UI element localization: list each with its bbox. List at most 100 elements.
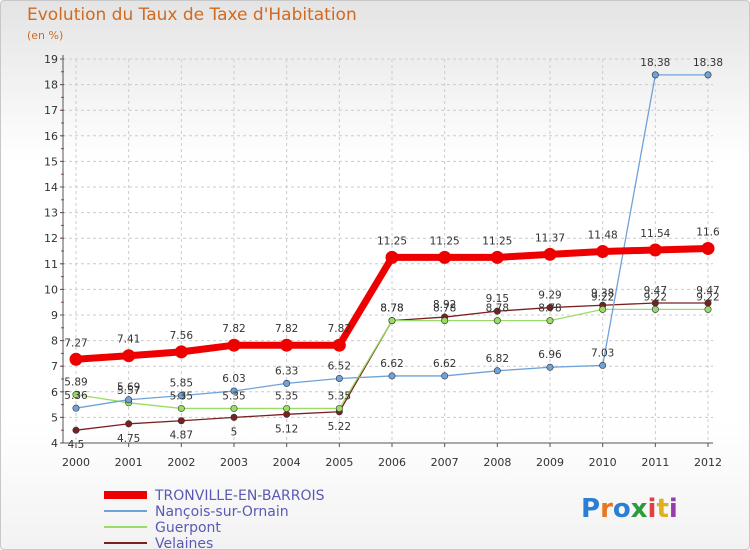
data-label: 5.12 [275, 423, 298, 435]
x-tick-label: 2003 [220, 456, 248, 469]
data-label: 5.57 [117, 385, 140, 397]
y-tick-label: 9 [51, 309, 58, 322]
data-label: 5 [231, 426, 238, 438]
data-label: 8.78 [433, 303, 456, 315]
data-point [546, 317, 554, 325]
data-point [332, 338, 346, 352]
data-point [335, 404, 343, 412]
y-tick-label: 10 [44, 283, 58, 296]
data-point [335, 374, 343, 382]
data-point [230, 413, 238, 421]
data-label: 6.96 [538, 349, 562, 361]
data-point [283, 379, 291, 387]
data-label: 7.03 [591, 347, 614, 359]
x-tick-label: 2010 [589, 456, 617, 469]
data-label: 8.78 [538, 303, 561, 315]
data-label: 6.33 [275, 365, 298, 377]
x-tick-label: 2005 [325, 456, 353, 469]
data-point [177, 417, 185, 425]
data-label: 18.38 [640, 57, 670, 69]
chart-title: Evolution du Taux de Taxe d'Habitation [27, 5, 357, 25]
data-point [385, 250, 399, 264]
data-label: 9.15 [486, 293, 509, 305]
legend-label: Guerpont [155, 520, 221, 536]
data-label: 11.25 [377, 235, 407, 247]
data-label: 5.35 [170, 390, 193, 402]
data-label: 7.41 [117, 334, 140, 346]
data-point [388, 317, 396, 325]
data-label: 5.89 [64, 377, 87, 389]
proxiti-logo: Proxiti [581, 494, 678, 524]
data-point [177, 404, 185, 412]
data-point [599, 305, 607, 313]
data-point [651, 71, 659, 79]
data-label: 9.47 [696, 285, 719, 297]
data-label: 5.35 [275, 390, 298, 402]
data-label: 6.62 [380, 358, 403, 370]
x-tick-label: 2006 [378, 456, 406, 469]
x-tick-label: 2004 [273, 456, 301, 469]
legend-label: TRONVILLE-EN-BARROIS [154, 488, 325, 504]
y-tick-label: 17 [44, 104, 58, 117]
data-point [704, 305, 712, 313]
data-label: 6.52 [328, 360, 351, 372]
data-label: 4.87 [170, 430, 193, 442]
data-label: 4.5 [68, 439, 85, 451]
data-point [227, 338, 241, 352]
data-label: 11.6 [696, 226, 720, 238]
data-point [280, 338, 294, 352]
data-label: 9.29 [538, 290, 561, 302]
data-label: 7.82 [275, 323, 298, 335]
data-label: 8.78 [380, 303, 403, 315]
data-label: 5.35 [328, 390, 351, 402]
data-point [493, 367, 501, 375]
data-label: 5.69 [117, 382, 140, 394]
data-label: 7.82 [328, 323, 351, 335]
data-point [174, 345, 188, 359]
data-label: 4.75 [117, 433, 140, 445]
data-point [546, 304, 554, 312]
data-point [72, 404, 80, 412]
data-point [543, 247, 557, 261]
data-label: 5.35 [222, 390, 245, 402]
data-label: 8.92 [433, 299, 456, 311]
data-label: 9.47 [644, 285, 667, 297]
data-point [125, 396, 133, 404]
data-label: 6.03 [222, 373, 245, 385]
x-tick-label: 2000 [62, 456, 90, 469]
data-label: 11.54 [640, 228, 670, 240]
data-point [177, 392, 185, 400]
data-point [704, 71, 712, 79]
y-tick-label: 19 [44, 53, 58, 66]
data-point [493, 317, 501, 325]
data-label: 6.62 [433, 358, 456, 370]
legend-label: Nançois-sur-Ornain [155, 504, 289, 520]
x-tick-label: 2007 [431, 456, 459, 469]
data-label: 9.22 [591, 291, 614, 303]
data-label: 5.36 [64, 390, 88, 402]
data-label: 7.56 [170, 330, 194, 342]
x-tick-label: 2001 [115, 456, 143, 469]
data-point [599, 361, 607, 369]
y-tick-label: 5 [51, 411, 58, 424]
data-label: 11.37 [535, 232, 565, 244]
data-point [490, 250, 504, 264]
y-tick-label: 13 [44, 207, 58, 220]
legend: TRONVILLE-EN-BARROISNançois-sur-OrnainGu… [104, 488, 325, 549]
data-point [125, 420, 133, 428]
x-tick-label: 2009 [536, 456, 564, 469]
y-tick-label: 16 [44, 130, 58, 143]
x-tick-label: 2008 [483, 456, 511, 469]
data-label: 6.82 [486, 353, 509, 365]
y-tick-label: 15 [44, 155, 58, 168]
data-point [546, 363, 554, 371]
data-point [701, 241, 715, 255]
data-point [69, 352, 83, 366]
data-label: 7.27 [64, 337, 87, 349]
data-label: 9.38 [591, 287, 614, 299]
data-point [72, 426, 80, 434]
y-tick-label: 6 [51, 386, 58, 399]
chart-subtitle: (en %) [27, 29, 64, 42]
data-label: 8.78 [380, 303, 403, 315]
data-label: 5.22 [328, 421, 351, 433]
